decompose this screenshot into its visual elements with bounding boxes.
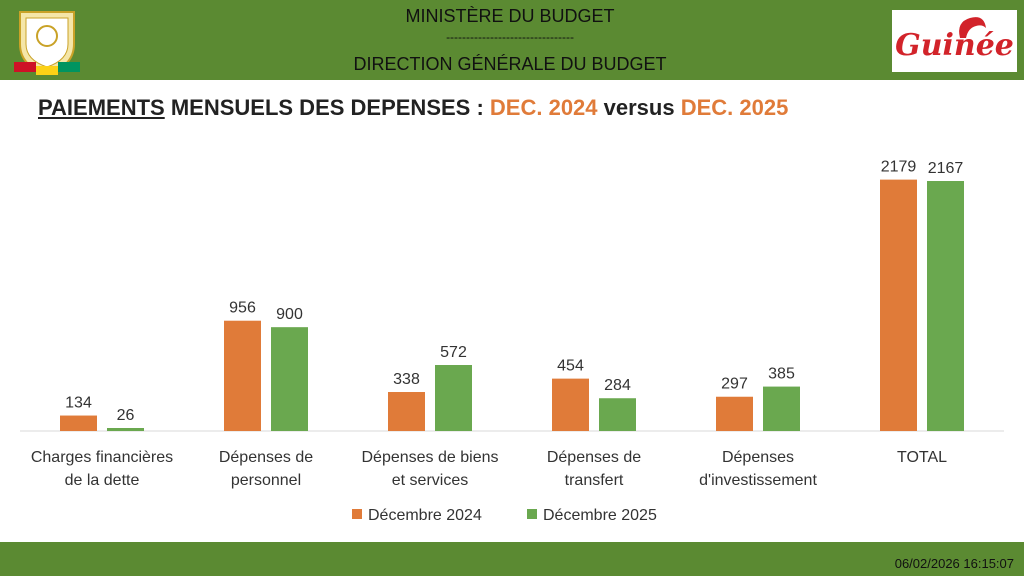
data-label: 900 xyxy=(276,306,303,323)
category-label: Dépenses de biens xyxy=(362,449,499,466)
title-year-2024: DEC. 2024 xyxy=(489,95,598,120)
bar-2025-3 xyxy=(599,398,636,431)
ministry-title: MINISTÈRE DU BUDGET xyxy=(405,6,615,26)
bar-2024-3 xyxy=(552,378,589,431)
data-label: 2179 xyxy=(881,159,917,176)
logo-emblem-icon xyxy=(959,17,986,38)
category-label: Dépenses de xyxy=(219,449,313,466)
logo-text: Guinée xyxy=(895,28,1014,63)
guinee-logo: Guinée xyxy=(892,10,1017,72)
bar-2024-5 xyxy=(880,179,917,431)
data-label: 2167 xyxy=(928,160,964,177)
timestamp: 06/02/2026 16:15:07 xyxy=(894,556,1014,571)
title-part1: PAIEMENTS xyxy=(38,95,165,120)
bar-chart: 134 26 Charges financières de la dette 956 90… xyxy=(20,159,1004,524)
category-label: personnel xyxy=(231,472,301,489)
data-label: 134 xyxy=(65,395,92,412)
direction-title: DIRECTION GÉNÉRALE DU BUDGET xyxy=(353,54,667,74)
legend-label: Décembre 2025 xyxy=(543,507,657,524)
bar-2025-5 xyxy=(927,181,964,431)
legend-label: Décembre 2024 xyxy=(368,507,482,524)
title-part2: MENSUELS DES DEPENSES : xyxy=(164,95,490,120)
legend-swatch-2024 xyxy=(352,509,362,519)
bar-2025-0 xyxy=(107,428,144,431)
bar-2025-1 xyxy=(271,327,308,431)
category-label: Charges financières xyxy=(31,449,173,466)
legend-swatch-2025 xyxy=(527,509,537,519)
bar-2025-4 xyxy=(763,386,800,431)
data-label: 385 xyxy=(768,366,795,383)
bar-2024-4 xyxy=(716,396,753,431)
bar-2024-2 xyxy=(388,392,425,431)
category-label: TOTAL xyxy=(897,449,947,466)
data-label: 956 xyxy=(229,300,256,317)
bar-2025-2 xyxy=(435,365,472,431)
data-label: 284 xyxy=(604,377,631,394)
footer-bar: 06/02/2026 16:15:07 xyxy=(0,542,1024,576)
category-label: Dépenses xyxy=(722,449,794,466)
title-part4: versus xyxy=(597,95,681,120)
coat-of-arms-icon xyxy=(14,11,80,76)
title-year-2025: DEC. 2025 xyxy=(680,95,789,120)
data-label: 338 xyxy=(393,371,420,388)
category-label: d'investissement xyxy=(699,472,817,489)
header-bar: MINISTÈRE DU BUDGET --------------------… xyxy=(0,0,1024,80)
data-label: 297 xyxy=(721,376,748,393)
category-label: Dépenses de xyxy=(547,449,641,466)
data-label: 454 xyxy=(557,358,584,375)
data-label: 26 xyxy=(117,407,135,424)
category-label: de la dette xyxy=(65,472,140,489)
page-title: PAIEMENTS MENSUELS DES DEPENSES : DEC. 2… xyxy=(38,95,788,121)
category-label: transfert xyxy=(565,472,624,489)
category-label: et services xyxy=(392,472,468,489)
bar-2024-0 xyxy=(60,415,97,431)
header-separator: -------------------------------- xyxy=(446,30,574,44)
bar-2024-1 xyxy=(224,320,261,431)
data-label: 572 xyxy=(440,344,467,361)
